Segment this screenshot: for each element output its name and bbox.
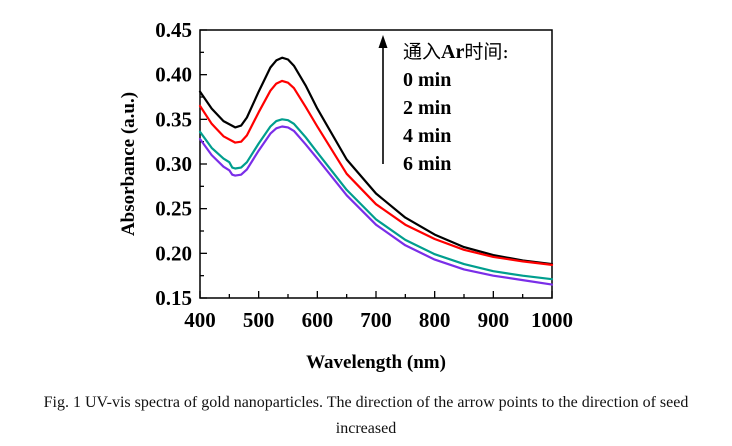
legend-entry-3: 6 min xyxy=(403,153,451,175)
legend-entry-1: 2 min xyxy=(403,97,451,119)
series-line-3 xyxy=(198,125,554,286)
y-tick-label: 0.25 xyxy=(155,197,192,221)
caption-line-2: increased xyxy=(335,420,397,437)
y-tick-label: 0.35 xyxy=(155,107,192,131)
series-line-0 xyxy=(198,56,554,266)
series-line-1 xyxy=(198,79,554,266)
x-tick-label: 400 xyxy=(184,308,216,332)
legend-title-suffix: 时间: xyxy=(464,41,508,63)
caption-line-1: Fig. 1 UV-vis spectra of gold nanopartic… xyxy=(43,394,689,411)
y-tick-label: 0.30 xyxy=(155,152,192,176)
legend-entry-2: 4 min xyxy=(403,125,451,147)
y-axis-title: Absorbance (a.u.) xyxy=(118,92,139,236)
figure-caption: Fig. 1 UV-vis spectra of gold nanopartic… xyxy=(10,390,722,442)
x-tick-label: 500 xyxy=(243,308,275,332)
x-axis-title: Wavelength (nm) xyxy=(306,352,446,373)
y-tick-label: 0.15 xyxy=(155,286,192,310)
y-tick-label: 0.45 xyxy=(155,18,192,42)
y-tick-label: 0.40 xyxy=(155,63,192,87)
legend-arrow-head xyxy=(378,35,388,48)
y-axis-ticks: 0.15 0.20 0.25 0.30 0.35 0.40 0.45 xyxy=(155,18,207,310)
x-tick-label: 900 xyxy=(478,308,510,332)
x-tick-label: 1000 xyxy=(531,308,573,332)
series-line-2 xyxy=(198,118,554,281)
legend: 通入Ar时间: 0 min 2 min 4 min 6 min xyxy=(378,35,509,175)
uv-vis-chart: 400 500 600 700 800 900 1000 0.150.200.250.300… xyxy=(118,18,573,373)
x-axis-ticks: 400 500 600 700 800 900 1000 xyxy=(184,291,573,332)
legend-entry-0: 0 min xyxy=(403,69,451,91)
y-tick-label: 0.20 xyxy=(155,241,192,265)
legend-title-bold: Ar xyxy=(441,41,464,63)
legend-title-prefix: 通入 xyxy=(403,41,441,63)
x-tick-label: 800 xyxy=(419,308,451,332)
x-tick-label: 600 xyxy=(302,308,334,332)
legend-title: 通入Ar时间: xyxy=(403,41,509,63)
series-layer xyxy=(198,56,554,286)
x-tick-label: 700 xyxy=(360,308,392,332)
